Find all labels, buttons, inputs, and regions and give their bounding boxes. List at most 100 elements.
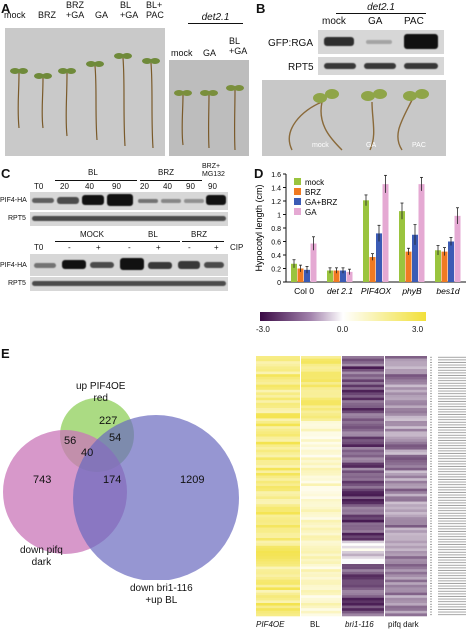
heatmap-cell — [301, 361, 341, 365]
b-blot-gfp — [318, 30, 444, 54]
c-bot-lane-4: + — [156, 243, 161, 252]
heatmap-cell — [301, 382, 341, 385]
heatmap-cell — [256, 389, 300, 393]
heatmap-cell — [256, 478, 300, 482]
bar — [435, 250, 441, 282]
legend-label: GA — [305, 208, 317, 217]
heatmap-cell — [342, 408, 384, 411]
heatmap-cell — [301, 400, 341, 404]
heatmap-cell — [385, 486, 427, 489]
heatmap-cell — [256, 473, 300, 476]
heatmap-cell — [385, 397, 427, 401]
heatmap-cell — [385, 532, 427, 536]
heatmap-cell — [342, 402, 384, 406]
bar — [369, 257, 376, 282]
heatmap-cell — [342, 496, 384, 500]
heatmap-cell — [342, 428, 384, 432]
y-tick-label: 0 — [277, 280, 281, 287]
heatmap-cell — [385, 431, 427, 435]
heatmap-cell — [301, 452, 341, 456]
heatmap-cell — [342, 571, 384, 575]
heatmap-cell — [301, 579, 341, 583]
heatmap-cell — [342, 527, 384, 531]
heatmap-cell — [342, 551, 384, 554]
heatmap-cell — [256, 577, 300, 580]
heatmap-cell — [301, 356, 341, 359]
heatmap-cell — [385, 389, 427, 393]
heatmap-cell — [301, 561, 341, 565]
heatmap-cell — [256, 519, 300, 523]
heatmap-cell — [342, 600, 384, 604]
heatmap-cell — [342, 387, 384, 391]
heatmap-cell — [385, 392, 427, 396]
c-bot-lane-1: - — [68, 243, 71, 252]
heatmap-cell — [342, 478, 384, 482]
heatmap-cell — [256, 535, 300, 539]
heatmap-cell — [385, 400, 427, 404]
heatmap-cell — [301, 413, 341, 417]
heatmap-cell — [301, 527, 341, 531]
heatmap-cell — [301, 610, 341, 614]
heatmap-cell — [301, 470, 341, 474]
heatmap-cell — [385, 530, 427, 534]
c-band — [138, 199, 158, 203]
x-tick-label: det 2.1 — [327, 286, 353, 296]
heatmap-cell — [385, 415, 427, 419]
heatmap-cell — [342, 504, 384, 508]
heatmap-cell — [385, 522, 427, 526]
heatmap-colorbar — [260, 312, 426, 321]
panel-a-label-2: BRZ +GA — [66, 0, 85, 20]
heatmap-cell — [256, 470, 300, 474]
heatmap-cell — [342, 431, 384, 435]
heatmap-cell — [385, 592, 427, 596]
heatmap-cell — [301, 506, 341, 510]
heatmap-cell — [342, 475, 384, 479]
heatmap-cell — [301, 535, 341, 539]
heatmap-cell — [301, 480, 341, 484]
c-top-lane-4: 20 — [140, 182, 149, 191]
heatmap-cell — [385, 483, 427, 487]
heatmap-cell — [301, 600, 341, 604]
y-tick-label: 1 — [277, 213, 281, 220]
heatmap-cell — [301, 595, 341, 599]
heatmap-cell — [385, 480, 427, 484]
venn-label-pifq: down pifq dark — [20, 545, 63, 568]
heatmap-cell — [385, 447, 427, 450]
c-bot-blot-rpt5 — [30, 277, 228, 291]
heatmap-cell — [301, 582, 341, 586]
heatmap-cell — [256, 395, 300, 398]
heatmap-cell — [256, 610, 300, 614]
venn-label-pif4oe: up PIF4OE red — [76, 381, 126, 404]
heatmap-cell — [385, 499, 427, 502]
heatmap-cell — [342, 564, 384, 567]
heatmap-cell — [301, 366, 341, 370]
heatmap — [256, 356, 466, 617]
bar — [376, 233, 382, 282]
c-top-lane-0: T0 — [34, 182, 44, 191]
heatmap-col-pif4oe: PIF4OE — [256, 620, 285, 629]
heatmap-cell — [301, 397, 341, 401]
heatmap-cell — [342, 379, 384, 383]
heatmap-cell — [256, 400, 300, 404]
heatmap-cell — [256, 597, 300, 601]
heatmap-cell — [342, 592, 384, 596]
heatmap-cell — [301, 363, 341, 367]
bar — [333, 270, 340, 282]
heatmap-cell — [256, 504, 300, 508]
heatmap-cell — [342, 608, 384, 612]
b-seedling-photo: mock GA PAC — [262, 80, 446, 156]
venn-circle-bri1 — [73, 415, 239, 580]
panel-a-label-5: BL+ PAC — [146, 0, 164, 20]
heatmap-cell — [385, 535, 427, 539]
panel-label-e: E — [1, 346, 10, 361]
heatmap-cell — [342, 421, 384, 424]
heatmap-cell — [385, 382, 427, 385]
heatmap-cell — [256, 418, 300, 422]
heatmap-cell — [385, 610, 427, 614]
c-bot-row-pif4: PIF4-HA — [0, 262, 27, 269]
y-tick-label: 1.6 — [271, 172, 281, 179]
c-group-bl: BL — [88, 168, 98, 177]
seedling-photo-wildtype — [5, 28, 165, 156]
c-bot-group-brz-line — [182, 241, 224, 242]
heatmap-cell — [342, 467, 384, 471]
